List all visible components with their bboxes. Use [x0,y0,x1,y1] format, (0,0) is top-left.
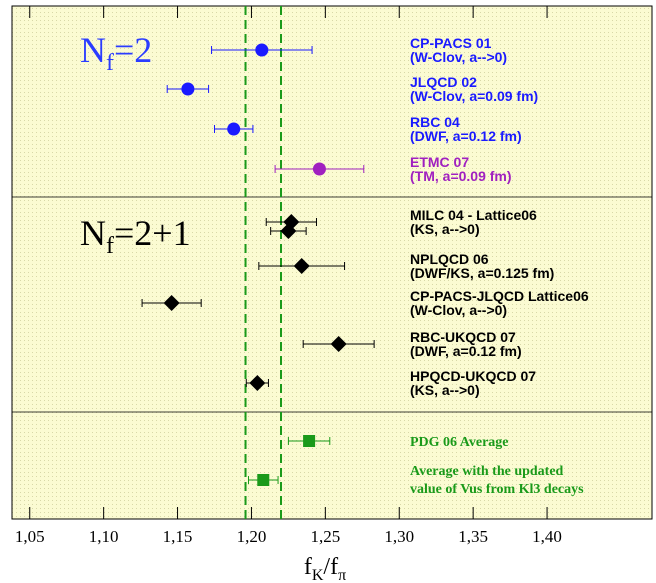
point-label: RBC-UKQCD 07 [410,329,516,345]
x-tick-label: 1,05 [15,527,45,546]
point-label: value of Vus from Kl3 decays [410,482,584,497]
group-label-part: =2+1 [114,213,191,253]
point-label: (DWF/KS, a=0.125 fm) [410,265,554,281]
x-tick-label: 1,15 [163,527,193,546]
x-label-sub: π [338,567,346,583]
point-label: (KS, a-->0) [410,221,480,237]
marker [181,82,195,96]
marker [330,336,347,352]
point-label: (KS, a-->0) [410,382,480,398]
point-label: MILC 04 - Lattice06 [410,207,537,223]
marker [293,258,310,274]
point-label: (W-Clov, a-->0) [410,49,507,65]
group-label-part: =2 [114,30,152,70]
x-tick-label: 1,20 [237,527,267,546]
x-axis-label: fK/fπ [304,554,346,583]
point-label: (DWF, a=0.12 fm) [410,343,522,359]
marker [303,435,316,447]
point-label: HPQCD-UKQCD 07 [410,368,536,384]
x-label-sub: K [312,567,324,583]
group-label-sub: f [106,233,114,259]
x-label-part: /f [323,554,338,580]
group-label-part: N [80,30,106,70]
point-label: (W-Clov, a-->0) [410,302,507,318]
x-tick-label: 1,30 [384,527,414,546]
point-label: CP-PACS 01 [410,35,492,51]
group-label: Nf=2+1 [80,213,191,259]
x-tick-label: 1,40 [532,527,562,546]
point-label: JLQCD 02 [410,74,477,90]
point-label: (TM, a=0.09 fm) [410,168,512,184]
marker [163,295,180,311]
x-tick-label: 1,35 [458,527,488,546]
group-label-part: N [80,213,106,253]
marker [249,375,266,391]
group-label: Nf=2 [80,30,152,76]
plot-area [11,5,653,520]
x-label-part: f [304,554,312,580]
marker [312,162,326,176]
point-label: ETMC 07 [410,154,469,170]
point-label: (DWF, a=0.12 fm) [410,128,522,144]
marker [227,122,241,136]
group-label-sub: f [106,50,114,76]
point-label: PDG 06 Average [410,435,509,450]
point-label: NPLQCD 06 [410,251,489,267]
point-label: CP-PACS-JLQCD Lattice06 [410,288,589,304]
x-tick-label: 1,10 [89,527,119,546]
x-tick-label: 1,25 [310,527,340,546]
point-label: Average with the updated [410,464,564,479]
point-label: (W-Clov, a=0.09 fm) [410,88,538,104]
marker [280,223,297,239]
marker [257,474,270,486]
marker [255,43,269,57]
point-label: RBC 04 [410,114,460,130]
